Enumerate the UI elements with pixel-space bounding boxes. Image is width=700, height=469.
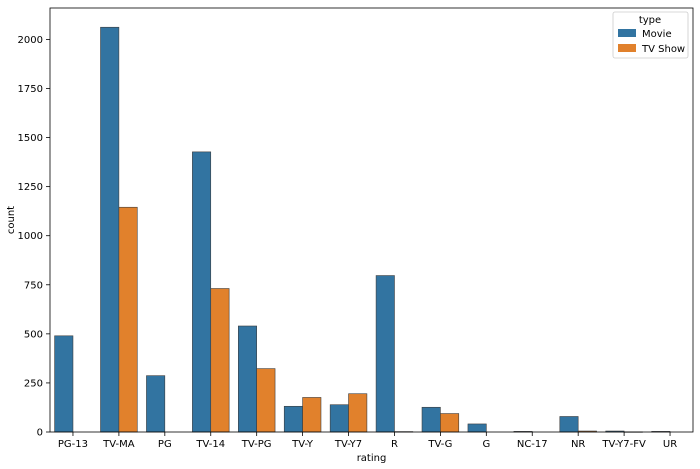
bar-movie-pg-13 [54, 335, 74, 433]
bar-movie-nr [559, 416, 579, 433]
bar-movie-g [467, 423, 487, 433]
y-tick-label: 250 [24, 378, 43, 389]
bar-movie-tv-pg [238, 325, 257, 433]
bar-movie-tv-g [421, 406, 441, 433]
x-tick-label: TV-Y [291, 439, 314, 450]
x-tick-label: TV-MA [102, 439, 135, 450]
legend-swatch-movie [618, 29, 636, 37]
bar-movie-tv-y [283, 405, 303, 433]
x-tick-label: TV-G [427, 439, 452, 450]
y-tick-label: 750 [24, 280, 43, 291]
y-tick-label: 1750 [18, 84, 43, 95]
x-tick-label: TV-PG [241, 439, 272, 450]
legend: type Movie TV Show [612, 11, 689, 59]
legend-title: type [639, 15, 661, 26]
x-tick-label: UR [663, 439, 677, 450]
y-tick-label: 1500 [18, 133, 43, 144]
x-tick-label: R [391, 439, 398, 450]
y-tick-label: 1250 [18, 182, 43, 193]
x-tick-label: PG-13 [58, 439, 88, 450]
legend-swatch-tvshow [618, 44, 636, 52]
plot-frame [49, 7, 694, 433]
bar-tv-show-tv-y [302, 397, 322, 433]
y-tick-label: 2000 [18, 35, 43, 46]
x-tick-label: TV-14 [195, 439, 225, 450]
bar-movie-pg [146, 375, 166, 433]
x-tick-label: NC-17 [517, 439, 548, 450]
legend-label-movie: Movie [642, 29, 672, 40]
x-tick-label: PG [158, 439, 172, 450]
bar-movie-tv-ma [100, 26, 120, 433]
y-tick-label: 1000 [18, 231, 43, 242]
y-axis-label: count [6, 206, 17, 234]
bar-tv-show-tv-ma [118, 206, 138, 433]
bar-tv-show-tv-14 [210, 288, 230, 433]
bar-tv-show-tv-y7 [348, 393, 368, 433]
x-tick-label: NR [571, 439, 585, 450]
x-axis: PG-13 TV-MA PG TV-14 TV-PG TV-Y TV-Y7 R TV-G G NC-… [58, 432, 677, 450]
x-tick-label: TV-Y7-FV [601, 439, 646, 450]
x-tick-label: TV-Y7 [334, 439, 362, 450]
y-axis: 0 250 500 750 1000 1250 1500 1750 2000 [18, 35, 50, 439]
x-axis-label: rating [357, 453, 387, 464]
bar-movie-r [375, 275, 395, 433]
bar-movie-tv-14 [192, 151, 212, 433]
bar-tv-show-tv-pg [256, 368, 276, 433]
bar-movie-tv-y7 [329, 404, 349, 433]
bars-layer [54, 26, 671, 433]
y-tick-label: 0 [37, 428, 43, 439]
x-tick-label: G [482, 439, 490, 450]
y-tick-label: 500 [24, 329, 43, 340]
legend-label-tvshow: TV Show [641, 44, 685, 55]
bar-tv-show-tv-g [440, 413, 460, 433]
